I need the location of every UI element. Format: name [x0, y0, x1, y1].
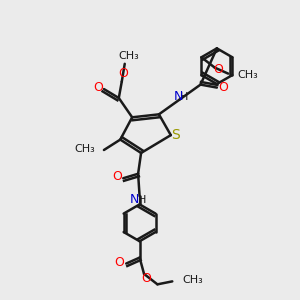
Text: S: S [171, 128, 180, 142]
Text: O: O [142, 272, 152, 285]
Text: N: N [174, 90, 184, 103]
Text: CH₃: CH₃ [74, 143, 95, 154]
Text: CH₃: CH₃ [183, 275, 203, 285]
Text: O: O [115, 256, 124, 268]
Text: O: O [94, 81, 103, 94]
Text: CH₃: CH₃ [119, 51, 140, 62]
Text: CH₃: CH₃ [237, 70, 258, 80]
Text: O: O [118, 67, 128, 80]
Text: H: H [180, 92, 188, 101]
Text: O: O [112, 170, 122, 183]
Text: O: O [213, 63, 223, 76]
Text: N: N [130, 193, 139, 206]
Text: H: H [137, 195, 146, 205]
Text: O: O [218, 81, 228, 94]
